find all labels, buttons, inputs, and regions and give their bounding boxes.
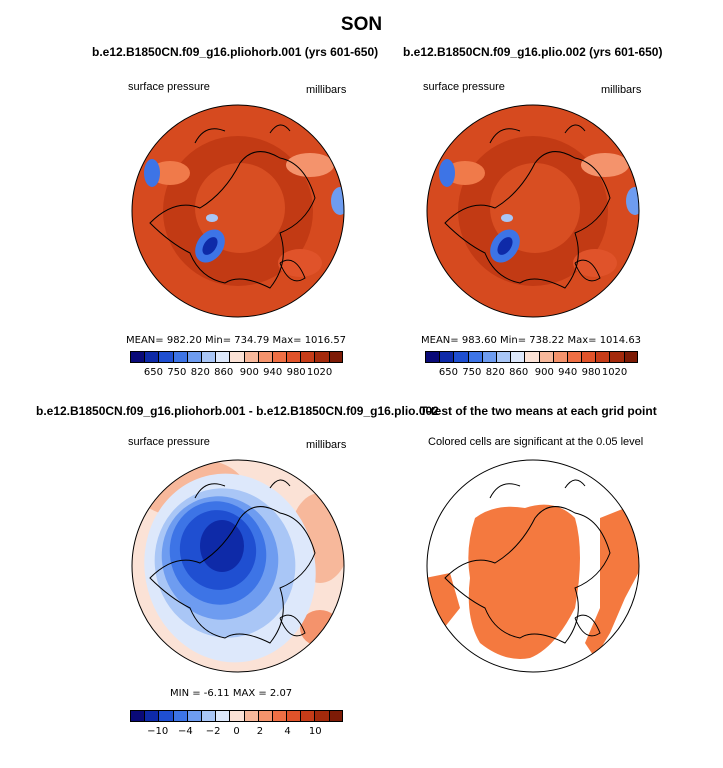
colorbar-tick-label: 820 (190, 367, 210, 378)
colorbar-tick-label: 750 (167, 367, 187, 378)
panel2-stats: MEAN= 983.60 Min= 738.22 Max= 1014.63 (421, 335, 642, 346)
colorbar-box (243, 710, 258, 722)
colorbar-box (271, 351, 287, 363)
figure-title: SON (340, 14, 383, 35)
colorbar-tick-label: 650 (143, 367, 163, 378)
colorbar-tick-label: 900 (239, 367, 259, 378)
panel2-colorbar-ticks: 650 750 820 860 900 940 980 1020 (425, 367, 638, 381)
panel1-variable-label: surface pressure (128, 81, 210, 93)
colorbar-box (467, 351, 482, 363)
colorbar-box (186, 710, 201, 722)
panel2-title: b.e12.B1850CN.f09_g16.plio.002 (yrs 601-… (403, 45, 663, 59)
colorbar-tick-label: −10 (147, 726, 169, 737)
colorbar-box (229, 351, 244, 363)
colorbar-box (215, 710, 230, 722)
colorbar-box (144, 710, 159, 722)
colorbar-tick-label: 10 (308, 726, 322, 737)
colorbar-tick-label: 940 (263, 367, 283, 378)
colorbar-box (158, 351, 173, 363)
colorbar-tick-label: 0 (233, 726, 240, 737)
colorbar-tick-label: 650 (438, 367, 458, 378)
colorbar-box (271, 710, 287, 722)
colorbar-tick-label: 940 (558, 367, 578, 378)
colorbar-box (172, 710, 187, 722)
panel2-colorbar (425, 351, 638, 363)
colorbar-tick-label: 860 (214, 367, 234, 378)
colorbar-tick-label: 4 (284, 726, 291, 737)
colorbar-box (144, 351, 159, 363)
colorbar-box (314, 710, 329, 722)
colorbar-tick-label: 1020 (601, 367, 628, 378)
colorbar-box (300, 351, 315, 363)
panel3-colorbar (130, 710, 343, 722)
colorbar-box (314, 351, 329, 363)
colorbar-box (328, 710, 343, 722)
colorbar-tick-label: 750 (462, 367, 482, 378)
colorbar-tick-label: 900 (534, 367, 554, 378)
colorbar-tick-label: 860 (509, 367, 529, 378)
colorbar-tick-label: −2 (205, 726, 221, 737)
panel3-colorbar-ticks: −10 −4 −2 0 2 4 10 (130, 726, 343, 740)
colorbar-box (566, 351, 582, 363)
colorbar-box (257, 710, 272, 722)
colorbar-tick-label: 820 (485, 367, 505, 378)
colorbar-box (581, 351, 596, 363)
colorbar-box (243, 351, 258, 363)
colorbar-box (623, 351, 638, 363)
colorbar-box (425, 351, 440, 363)
colorbar-box (453, 351, 468, 363)
colorbar-box (609, 351, 624, 363)
panel4-title: T-test of the two means at each grid poi… (420, 404, 657, 418)
colorbar-box (595, 351, 610, 363)
colorbar-box (481, 351, 496, 363)
colorbar-box (495, 351, 511, 363)
panel1-colorbar (130, 351, 343, 363)
colorbar-box (552, 351, 567, 363)
colorbar-box (257, 351, 272, 363)
colorbar-box (215, 351, 230, 363)
panel2-variable-label: surface pressure (423, 81, 505, 93)
colorbar-box (300, 710, 315, 722)
colorbar-tick-label: 980 (581, 367, 601, 378)
panel1-polar-map (131, 104, 345, 318)
colorbar-box (439, 351, 454, 363)
panel4-polar-map (426, 459, 640, 673)
colorbar-box (200, 710, 216, 722)
panel3-variable-label: surface pressure (128, 436, 210, 448)
colorbar-box (130, 351, 145, 363)
colorbar-box (328, 351, 343, 363)
colorbar-tick-label: 1020 (306, 367, 333, 378)
panel2-polar-map (426, 104, 640, 318)
colorbar-box (158, 710, 173, 722)
colorbar-tick-label: −4 (178, 726, 193, 737)
colorbar-box (524, 351, 539, 363)
panel4-significance-label: Colored cells are significant at the 0.0… (428, 436, 644, 448)
colorbar-box (538, 351, 553, 363)
colorbar-box (510, 351, 525, 363)
panel1-units-label: millibars (306, 84, 347, 96)
panel1-title: b.e12.B1850CN.f09_g16.pliohorb.001 (yrs … (92, 45, 379, 59)
colorbar-box (229, 710, 244, 722)
panel2-units-label: millibars (601, 84, 642, 96)
colorbar-tick-label: 980 (286, 367, 306, 378)
colorbar-box (286, 710, 301, 722)
colorbar-box (286, 351, 301, 363)
panel3-units-label: millibars (306, 439, 347, 451)
panel3-polar-map (131, 459, 345, 673)
panel3-stats: MIN = -6.11 MAX = 2.07 (170, 688, 293, 699)
panel3-title: b.e12.B1850CN.f09_g16.pliohorb.001 - b.e… (36, 404, 439, 418)
colorbar-tick-label: 2 (256, 726, 264, 737)
panel1-colorbar-ticks: 650 750 820 860 900 940 980 1020 (130, 367, 343, 381)
panel1-stats: MEAN= 982.20 Min= 734.79 Max= 1016.57 (126, 335, 347, 346)
colorbar-box (130, 710, 145, 722)
colorbar-box (200, 351, 216, 363)
colorbar-box (172, 351, 187, 363)
colorbar-box (186, 351, 201, 363)
